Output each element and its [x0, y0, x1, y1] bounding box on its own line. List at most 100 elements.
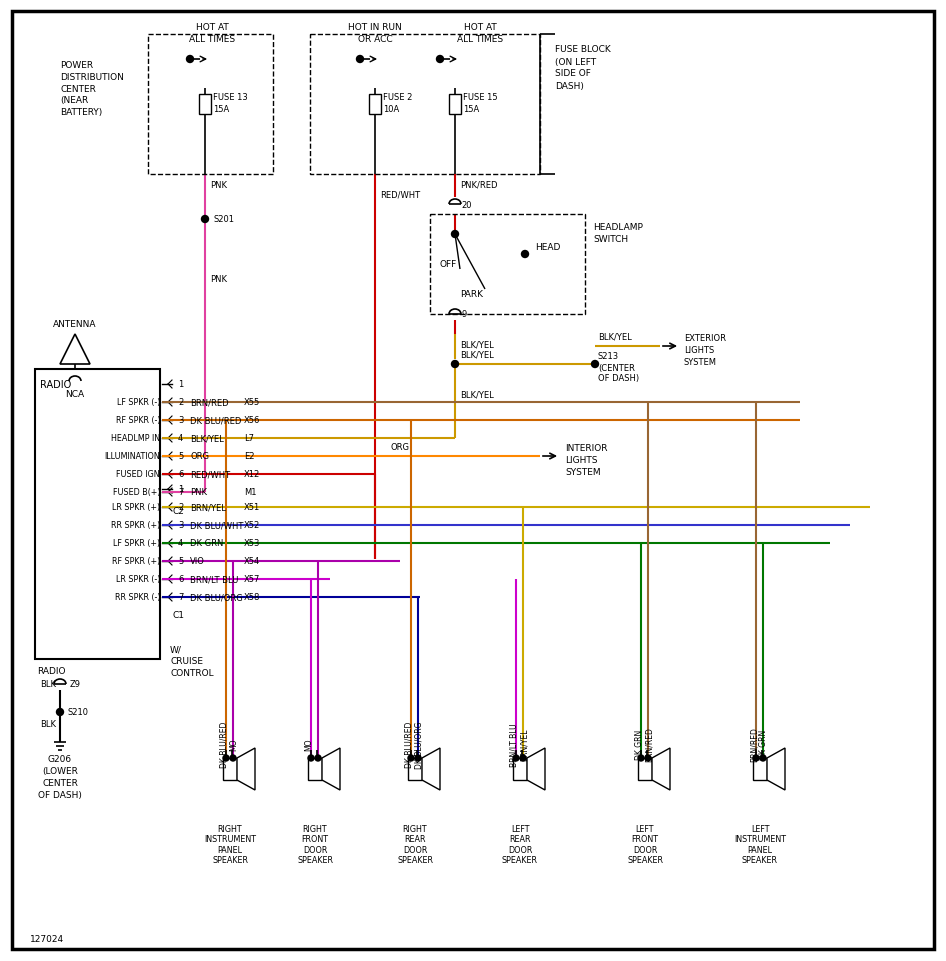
Circle shape [201, 216, 208, 223]
Text: BATTERY): BATTERY) [60, 109, 102, 117]
Text: G206: G206 [48, 754, 72, 764]
Text: DASH): DASH) [555, 82, 584, 90]
Text: PNK: PNK [210, 181, 227, 189]
Polygon shape [237, 749, 255, 790]
Text: FUSE 2: FUSE 2 [383, 93, 412, 103]
Text: 9: 9 [461, 310, 466, 319]
Text: POWER: POWER [60, 61, 93, 69]
Bar [408, 758, 422, 780]
Text: SYSTEM: SYSTEM [565, 468, 601, 477]
Text: BLK/YEL: BLK/YEL [460, 350, 494, 359]
Text: 1: 1 [178, 485, 184, 494]
Text: C2: C2 [172, 506, 184, 515]
Text: MO: MO [230, 738, 238, 751]
Text: X58: X58 [244, 593, 260, 602]
Text: BLK: BLK [40, 720, 56, 728]
Text: S213: S213 [598, 352, 619, 361]
Text: RED/WHT: RED/WHT [380, 190, 420, 199]
Text: BLK/YEL: BLK/YEL [460, 340, 494, 349]
Text: X51: X51 [244, 503, 260, 512]
Text: BLK/YEL: BLK/YEL [598, 333, 632, 341]
Text: BLK: BLK [40, 679, 56, 689]
Text: HEAD: HEAD [535, 242, 560, 251]
Text: S210: S210 [67, 707, 88, 717]
Text: PARK: PARK [461, 290, 483, 299]
Text: RED/WHT: RED/WHT [190, 470, 230, 479]
Text: X55: X55 [244, 398, 260, 407]
Text: NCA: NCA [65, 390, 84, 399]
Circle shape [57, 709, 63, 716]
Text: 5: 5 [178, 557, 184, 566]
Circle shape [308, 755, 314, 761]
Circle shape [223, 755, 229, 761]
Bar [223, 758, 237, 780]
Text: SIDE OF: SIDE OF [555, 69, 591, 79]
Text: DK BLU/RED: DK BLU/RED [405, 721, 413, 768]
Text: DK BLU/RED: DK BLU/RED [219, 721, 229, 768]
Text: PNK: PNK [190, 488, 207, 497]
Text: RADIO: RADIO [40, 380, 71, 389]
Bar [513, 758, 527, 780]
Text: LR SPKR (-): LR SPKR (-) [115, 575, 160, 584]
Text: BRN/YEL: BRN/YEL [190, 503, 226, 512]
Text: X57: X57 [244, 575, 260, 584]
Text: CONTROL: CONTROL [170, 669, 214, 678]
Text: RIGHT
REAR
DOOR
SPEAKER: RIGHT REAR DOOR SPEAKER [397, 825, 433, 864]
Text: 4: 4 [178, 434, 184, 443]
Text: 3: 3 [178, 521, 184, 530]
Circle shape [436, 57, 444, 63]
Polygon shape [422, 749, 440, 790]
Bar [199, 95, 211, 115]
Bar [369, 95, 381, 115]
Circle shape [186, 57, 194, 63]
Text: FUSE BLOCK: FUSE BLOCK [555, 45, 611, 55]
Text: DK BLU/ORG: DK BLU/ORG [190, 593, 243, 602]
Circle shape [760, 755, 766, 761]
Polygon shape [527, 749, 545, 790]
Text: RIGHT
INSTRUMENT
PANEL
SPEAKER: RIGHT INSTRUMENT PANEL SPEAKER [204, 825, 256, 864]
Text: ALL TIMES: ALL TIMES [189, 36, 235, 44]
Text: X53: X53 [244, 539, 260, 548]
Text: HEADLMP IN: HEADLMP IN [111, 434, 160, 443]
Text: 15A: 15A [213, 106, 229, 114]
Text: LEFT
REAR
DOOR
SPEAKER: LEFT REAR DOOR SPEAKER [502, 825, 538, 864]
Text: 6: 6 [178, 470, 184, 479]
Text: MO: MO [305, 738, 313, 751]
Text: BRN/RED: BRN/RED [749, 727, 759, 762]
Text: 2: 2 [178, 398, 184, 407]
Text: INTERIOR: INTERIOR [565, 444, 607, 453]
Text: (NEAR: (NEAR [60, 96, 88, 106]
Text: BRN/LT BLU: BRN/LT BLU [190, 575, 238, 584]
Circle shape [521, 251, 529, 259]
Text: SYSTEM: SYSTEM [684, 358, 717, 367]
Text: LIGHTS: LIGHTS [684, 346, 714, 356]
Text: DK GRN: DK GRN [760, 729, 768, 759]
Text: HOT IN RUN: HOT IN RUN [348, 23, 402, 33]
Text: VIO: VIO [190, 557, 205, 566]
Text: PNK/RED: PNK/RED [460, 181, 498, 189]
Text: S201: S201 [213, 215, 234, 224]
Text: ORG: ORG [391, 443, 410, 452]
Bar [310, 35, 540, 175]
Text: FUSE 15: FUSE 15 [463, 93, 498, 103]
Text: 7: 7 [178, 488, 184, 497]
Polygon shape [60, 334, 90, 364]
Text: 3: 3 [178, 416, 184, 425]
Circle shape [645, 755, 651, 761]
Text: HEADLAMP: HEADLAMP [593, 223, 643, 233]
Text: M1: M1 [244, 488, 256, 497]
Text: HOT AT: HOT AT [196, 23, 228, 33]
Circle shape [315, 755, 321, 761]
Text: X52: X52 [244, 521, 260, 530]
Text: CENTER: CENTER [42, 778, 78, 788]
Text: (ON LEFT: (ON LEFT [555, 58, 596, 66]
Text: RR SPKR (+): RR SPKR (+) [111, 521, 160, 530]
Text: BRN/YEL: BRN/YEL [519, 728, 529, 760]
Text: E2: E2 [244, 452, 254, 461]
Text: X54: X54 [244, 557, 260, 566]
Text: BLK/YEL: BLK/YEL [460, 390, 494, 399]
Text: EXTERIOR: EXTERIOR [684, 334, 726, 343]
Bar [35, 370, 160, 659]
Text: DK BLU/ORG: DK BLU/ORG [414, 721, 424, 768]
Text: ALL TIMES: ALL TIMES [457, 36, 503, 44]
